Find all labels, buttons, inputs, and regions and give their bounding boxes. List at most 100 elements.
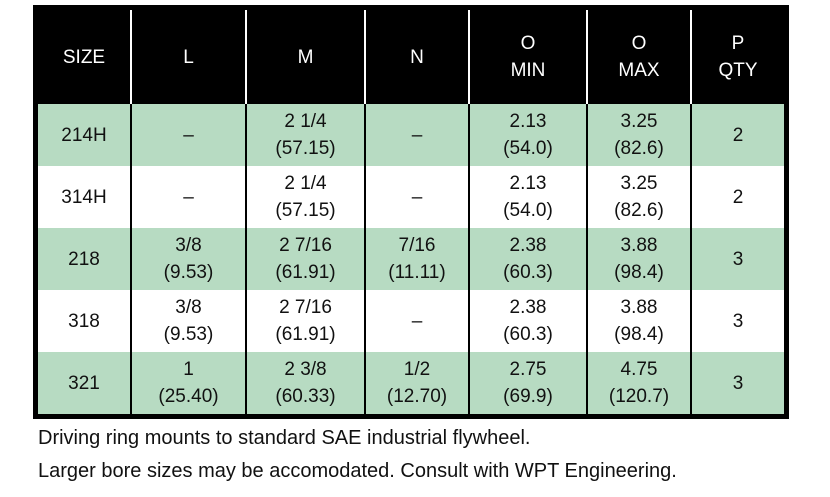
cell-line: 3 [732,372,744,394]
cell-line: 2.75 [509,359,547,380]
cell-o-min: 2.13 (54.0) [468,104,587,166]
cell-line: (54.0) [503,138,553,159]
cell-line: 2.38 [509,297,547,318]
column-header-m: M [245,7,365,104]
cell-o-max: 4.75 (120.7) [586,352,691,417]
header-row: SIZE L M N O MIN O MAX P QTY [35,7,787,104]
cell-line: – [411,186,423,208]
column-header-n: N [364,7,469,104]
cell-m: 2 7/16 (61.91) [245,290,365,352]
cell-m: 2 1/4 (57.15) [245,104,365,166]
cell-n: 1/2 (12.70) [364,352,469,417]
cell-l: – [130,104,246,166]
cell-l: – [130,166,246,228]
cell-line: 2.13 [509,173,547,194]
cell-line: 1/2 [403,359,431,380]
cell-line: 3.25 [620,111,658,132]
cell-line: 218 [68,248,100,270]
cell-line: 2 7/16 [279,235,332,256]
column-header-line: M [297,46,314,68]
cell-line: (54.0) [503,200,553,221]
cell-o-min: 2.38 (60.3) [468,228,587,290]
cell-line: (60.33) [275,386,336,407]
cell-line: 7/16 [398,235,436,256]
cell-line: 2 [732,124,744,146]
cell-line: (11.11) [388,262,446,283]
footnote-bore-sizes: Larger bore sizes may be accomodated. Co… [38,460,677,482]
column-header-line: N [410,46,424,68]
cell-line: (120.7) [608,386,670,407]
cell-l: 3/8 (9.53) [130,228,246,290]
column-header-line: O [631,33,647,54]
cell-line: 214H [61,124,107,146]
column-header-l: L [130,7,246,104]
cell-size: 321 [35,352,131,417]
cell-line: 2 1/4 [284,173,327,194]
cell-line: 4.75 [620,359,658,380]
cell-line: 2.38 [509,235,547,256]
cell-line: (82.6) [614,138,664,159]
cell-line: (9.53) [163,324,214,345]
cell-line: 3 [732,248,744,270]
cell-line: 3/8 [175,297,202,318]
cell-l: 3/8 (9.53) [130,290,246,352]
cell-line: 321 [68,372,100,394]
column-header-line: L [183,46,194,68]
table-header: SIZE L M N O MIN O MAX P QTY [35,7,787,104]
dimensions-table: SIZE L M N O MIN O MAX P QTY 214H – 2 1/4 (57.15) – 2.… [33,5,789,419]
cell-o-min: 2.38 (60.3) [468,290,587,352]
cell-o-min: 2.13 (54.0) [468,166,587,228]
cell-size: 214H [35,104,131,166]
footnote-flywheel: Driving ring mounts to standard SAE indu… [38,427,531,449]
cell-line: 3/8 [175,235,202,256]
column-header-line: MAX [618,60,660,81]
cell-n: – [364,290,469,352]
cell-p-qty: 2 [690,166,787,228]
cell-p-qty: 3 [690,290,787,352]
cell-line: (69.9) [503,386,553,407]
cell-o-max: 3.25 (82.6) [586,166,691,228]
cell-line: (82.6) [614,200,664,221]
column-header-line: O [520,33,536,54]
cell-o-max: 3.88 (98.4) [586,290,691,352]
cell-line: – [411,310,423,332]
cell-n: 7/16 (11.11) [364,228,469,290]
cell-line: 2 3/8 [284,359,327,380]
column-header-size: SIZE [35,7,131,104]
cell-line: (12.70) [386,386,448,407]
column-header-line: MIN [510,60,546,81]
cell-line: 314H [61,186,107,208]
cell-p-qty: 3 [690,228,787,290]
cell-line: 2 [732,186,744,208]
cell-o-min: 2.75 (69.9) [468,352,587,417]
cell-line: (9.53) [163,262,214,283]
cell-m: 2 7/16 (61.91) [245,228,365,290]
cell-line: 318 [68,310,100,332]
column-header-o-min: O MIN [468,7,587,104]
cell-line: – [183,186,194,208]
cell-line: (25.40) [158,386,219,407]
cell-line: (60.3) [503,262,553,283]
cell-line: 1 [183,359,194,380]
column-header-line: P [731,33,745,54]
cell-p-qty: 3 [690,352,787,417]
cell-o-max: 3.88 (98.4) [586,228,691,290]
footnotes: Driving ring mounts to standard SAE indu… [38,426,808,492]
cell-line: – [411,124,423,146]
column-header-line: QTY [718,60,758,81]
cell-line: 2 1/4 [284,111,327,132]
cell-line: (98.4) [614,324,664,345]
cell-size: 318 [35,290,131,352]
cell-line: (57.15) [275,200,336,221]
cell-size: 314H [35,166,131,228]
cell-line: (98.4) [614,262,664,283]
cell-o-max: 3.25 (82.6) [586,104,691,166]
table-row-314h: 314H – 2 1/4 (57.15) – 2.13 (54.0) 3.25 (82.6) 2 [35,166,787,228]
table-row-214h: 214H – 2 1/4 (57.15) – 2.13 (54.0) 3.25 (82.6) 2 [35,104,787,166]
table-body: 214H – 2 1/4 (57.15) – 2.13 (54.0) 3.25 (82.6) 2 3… [35,104,787,417]
table-row-321: 321 1 (25.40) 2 3/8 (60.33) 1/2 (12.70) 2.75 (69… [35,352,787,417]
cell-l: 1 (25.40) [130,352,246,417]
cell-m: 2 1/4 (57.15) [245,166,365,228]
table-row-218: 218 3/8 (9.53) 2 7/16 (61.91) 7/16 (11.11) 2.38… [35,228,787,290]
